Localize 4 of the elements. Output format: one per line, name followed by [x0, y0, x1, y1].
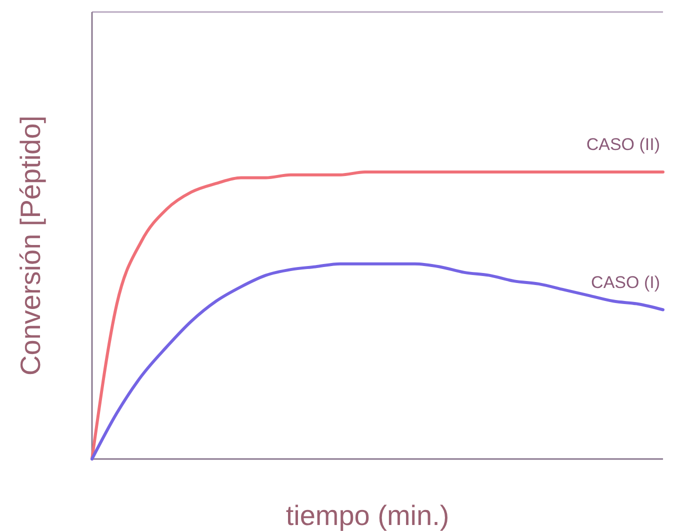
y-axis-title: Conversión [Péptido] — [15, 116, 46, 376]
series-label: CASO (I) — [591, 272, 660, 292]
x-axis-title: tiempo (min.) — [286, 500, 450, 531]
series-label: CASO (II) — [586, 135, 660, 154]
